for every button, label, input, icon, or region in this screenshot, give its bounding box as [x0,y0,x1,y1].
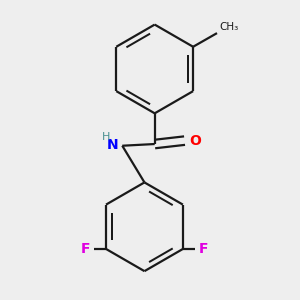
Text: F: F [80,242,90,256]
Text: F: F [199,242,208,256]
Text: H: H [102,132,110,142]
Text: O: O [189,134,201,148]
Text: CH₃: CH₃ [220,22,239,32]
Text: N: N [107,138,119,152]
